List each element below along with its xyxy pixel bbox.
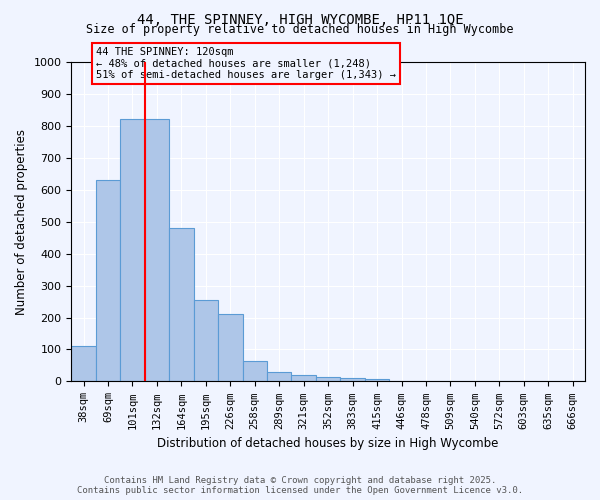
Bar — [120, 120, 145, 382]
Bar — [71, 346, 96, 382]
Y-axis label: Number of detached properties: Number of detached properties — [15, 128, 28, 314]
Bar — [96, 180, 120, 382]
Bar — [194, 300, 218, 382]
X-axis label: Distribution of detached houses by size in High Wycombe: Distribution of detached houses by size … — [157, 437, 499, 450]
Bar — [365, 379, 389, 382]
Text: 44, THE SPINNEY, HIGH WYCOMBE, HP11 1QE: 44, THE SPINNEY, HIGH WYCOMBE, HP11 1QE — [137, 12, 463, 26]
Bar — [292, 375, 316, 382]
Text: Size of property relative to detached houses in High Wycombe: Size of property relative to detached ho… — [86, 22, 514, 36]
Text: 44 THE SPINNEY: 120sqm
← 48% of detached houses are smaller (1,248)
51% of semi-: 44 THE SPINNEY: 120sqm ← 48% of detached… — [96, 46, 396, 80]
Text: Contains HM Land Registry data © Crown copyright and database right 2025.
Contai: Contains HM Land Registry data © Crown c… — [77, 476, 523, 495]
Bar — [340, 378, 365, 382]
Bar — [218, 314, 242, 382]
Bar — [242, 360, 267, 382]
Bar — [267, 372, 292, 382]
Bar — [316, 376, 340, 382]
Bar — [145, 120, 169, 382]
Bar — [169, 228, 194, 382]
